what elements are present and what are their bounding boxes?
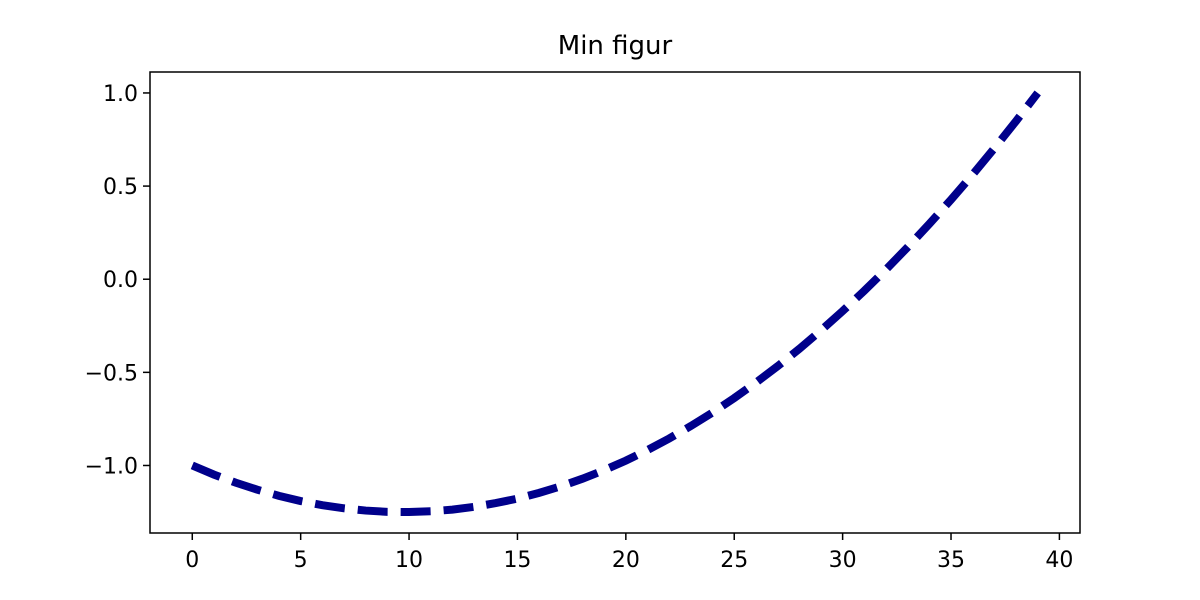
x-tick-label: 0: [185, 548, 199, 573]
x-tick-label: 5: [294, 548, 308, 573]
y-tick-label: 1.0: [103, 82, 138, 107]
x-tick-label: 40: [1045, 548, 1073, 573]
data-line: [190, 90, 1041, 517]
x-tick-label: 15: [503, 548, 531, 573]
x-tick-label: 30: [829, 548, 857, 573]
y-tick-label: −0.5: [85, 361, 138, 386]
x-tick-label: 10: [395, 548, 423, 573]
y-tick-label: 0.5: [103, 175, 138, 200]
chart-title: Min figur: [558, 31, 673, 61]
x-tick-label: 35: [937, 548, 965, 573]
plot-frame: [149, 71, 1081, 534]
x-tick-label: 25: [720, 548, 748, 573]
x-tick-label: 20: [612, 548, 640, 573]
y-tick-label: 0.0: [103, 268, 138, 293]
y-tick-label: −1.0: [85, 454, 138, 479]
